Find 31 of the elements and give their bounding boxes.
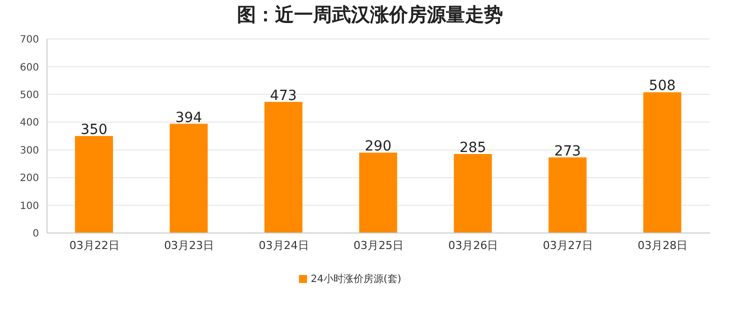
bar <box>75 136 113 233</box>
data-label: 394 <box>175 110 202 126</box>
x-tick-label: 03月27日 <box>542 238 593 252</box>
y-tick-label: 100 <box>20 200 39 212</box>
bar <box>264 102 302 233</box>
y-tick-label: 200 <box>20 173 39 184</box>
y-tick-label: 500 <box>20 90 39 101</box>
data-label: 473 <box>270 88 297 104</box>
chart-title: 图：近一周武汉涨价房源量走势 <box>236 3 504 28</box>
x-tick-label: 03月22日 <box>69 238 120 252</box>
legend-label: 24小时涨价房源(套) <box>310 274 402 285</box>
x-tick-label: 03月25日 <box>354 238 404 252</box>
bar <box>643 92 682 233</box>
y-tick-label: 400 <box>20 118 39 129</box>
bar <box>170 124 208 233</box>
bar <box>548 157 587 233</box>
x-tick-label: 03月23日 <box>164 238 214 252</box>
bar <box>454 154 492 233</box>
y-tick-label: 700 <box>20 34 39 46</box>
y-tick-label: 600 <box>20 62 39 74</box>
x-tick-label: 03月28日 <box>638 238 688 252</box>
bar <box>359 152 398 233</box>
data-label: 290 <box>364 138 392 155</box>
y-tick-label: 0 <box>32 228 39 240</box>
data-label: 508 <box>648 78 676 94</box>
x-tick-label: 03月24日 <box>258 238 309 252</box>
data-label: 285 <box>459 140 486 156</box>
y-tick-label: 300 <box>20 145 39 156</box>
x-tick-label: 03月26日 <box>448 238 498 252</box>
data-label: 350 <box>80 122 108 138</box>
data-label: 273 <box>554 143 581 160</box>
